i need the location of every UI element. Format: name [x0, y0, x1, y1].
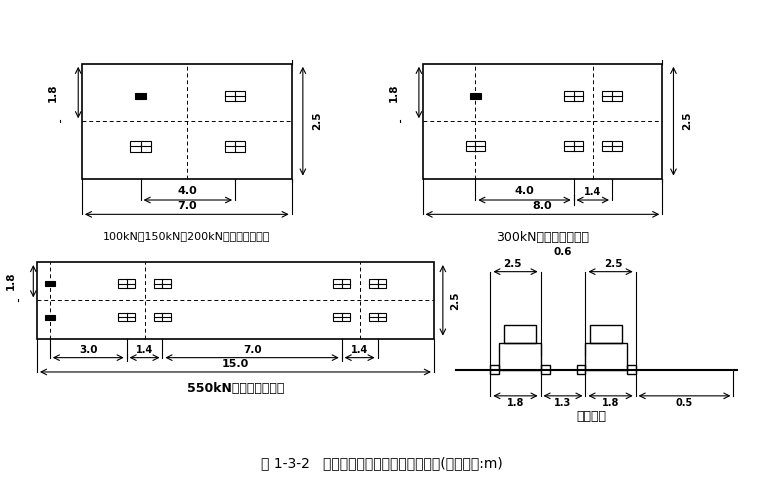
Bar [564, 141, 584, 151]
Bar [334, 313, 350, 321]
Text: 横向布置: 横向布置 [576, 410, 606, 423]
Bar [585, 343, 627, 369]
Text: 2.5: 2.5 [451, 291, 461, 310]
Bar [540, 365, 549, 374]
Text: 4.0: 4.0 [178, 186, 198, 196]
Text: 3.0: 3.0 [79, 345, 97, 355]
Text: 2.5: 2.5 [682, 112, 692, 130]
Text: 1.8: 1.8 [507, 398, 524, 408]
Bar [602, 91, 622, 101]
Text: 1.4: 1.4 [584, 187, 601, 197]
Bar [224, 90, 245, 101]
Bar [334, 279, 350, 288]
Bar [130, 141, 151, 152]
Text: 7.0: 7.0 [177, 201, 197, 210]
Text: 2.5: 2.5 [604, 259, 623, 269]
Bar [627, 365, 635, 374]
Text: 2.5: 2.5 [312, 112, 321, 130]
Text: 0.5: 0.5 [676, 398, 693, 408]
Text: 8.0: 8.0 [533, 201, 553, 210]
Text: 550kN汽车的平面尺寸: 550kN汽车的平面尺寸 [187, 382, 284, 395]
Bar [591, 325, 622, 343]
Text: 7.0: 7.0 [242, 345, 261, 355]
Text: 2.5: 2.5 [503, 259, 522, 269]
Bar [602, 141, 622, 151]
Bar [119, 313, 135, 321]
Text: 300kN汽车的平面尺寸: 300kN汽车的平面尺寸 [496, 231, 589, 244]
Bar [45, 314, 55, 320]
Bar [490, 365, 499, 374]
Text: 1.3: 1.3 [554, 398, 572, 408]
Bar [423, 64, 662, 178]
Bar [154, 279, 171, 288]
Bar [224, 141, 245, 152]
Bar [499, 343, 540, 369]
Text: 0.6: 0.6 [554, 247, 572, 257]
Bar [45, 281, 55, 286]
Text: 1.8: 1.8 [388, 83, 399, 102]
Text: 1.8: 1.8 [602, 398, 619, 408]
Bar [466, 141, 485, 151]
Bar [119, 279, 135, 288]
Bar [564, 91, 584, 101]
Text: 1.4: 1.4 [351, 345, 369, 355]
Bar [37, 262, 434, 339]
Bar [154, 313, 171, 321]
Text: 1.4: 1.4 [136, 345, 154, 355]
Bar [369, 279, 386, 288]
Bar [369, 313, 386, 321]
Bar [504, 325, 536, 343]
Bar [135, 93, 147, 99]
Bar [470, 93, 481, 99]
Text: 4.0: 4.0 [515, 186, 534, 196]
Text: 1.8: 1.8 [48, 83, 58, 102]
Bar [82, 64, 292, 178]
Text: 15.0: 15.0 [222, 359, 249, 369]
Bar [577, 365, 585, 374]
Text: 图 1-3-2   各级汽车的平面尺寸和横向布置(尺寸单位:m): 图 1-3-2 各级汽车的平面尺寸和横向布置(尺寸单位:m) [261, 456, 502, 470]
Text: 1.8: 1.8 [6, 272, 16, 291]
Text: 100kN、150kN、200kN汽车的平面尺寸: 100kN、150kN、200kN汽车的平面尺寸 [103, 231, 271, 241]
